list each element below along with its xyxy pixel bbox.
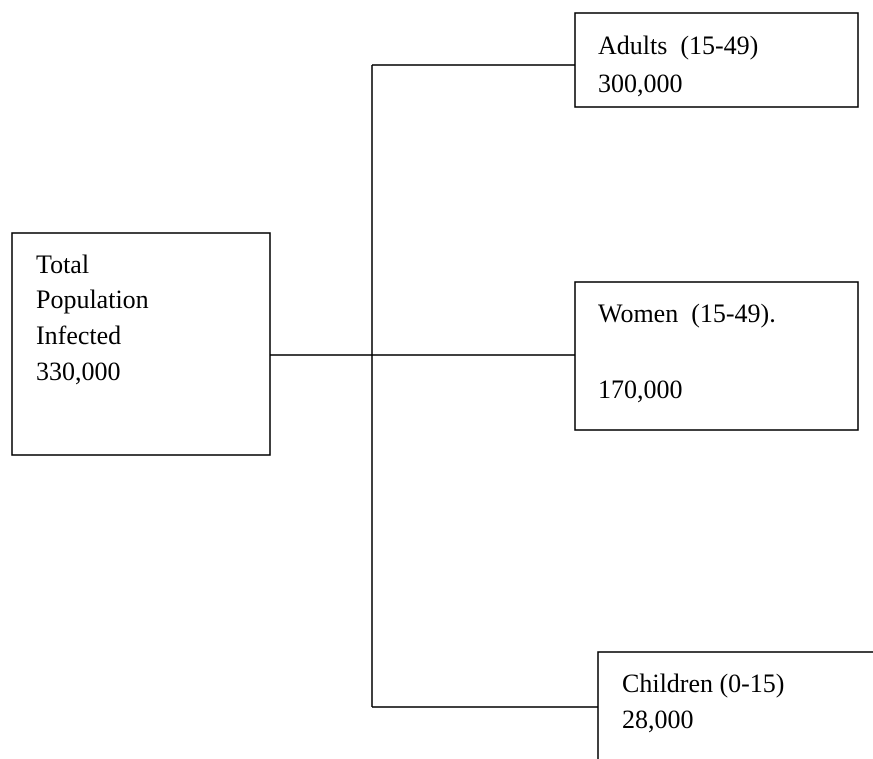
root-box <box>11 232 271 456</box>
adults-box <box>574 12 859 108</box>
node-text: Adults (15-49) <box>598 31 758 60</box>
node-text: Total <box>36 250 89 279</box>
node-text: 28,000 <box>622 705 694 734</box>
node-text: 170,000 <box>598 375 683 404</box>
node-text: Infected <box>36 321 121 350</box>
women-box <box>574 281 859 431</box>
node-text: Population <box>36 285 149 314</box>
node-text: 330,000 <box>36 357 121 386</box>
node-text: 300,000 <box>598 69 683 98</box>
children-box <box>597 651 873 759</box>
node-text: Children (0-15) <box>622 669 784 698</box>
node-text: Women (15-49). <box>598 299 776 328</box>
